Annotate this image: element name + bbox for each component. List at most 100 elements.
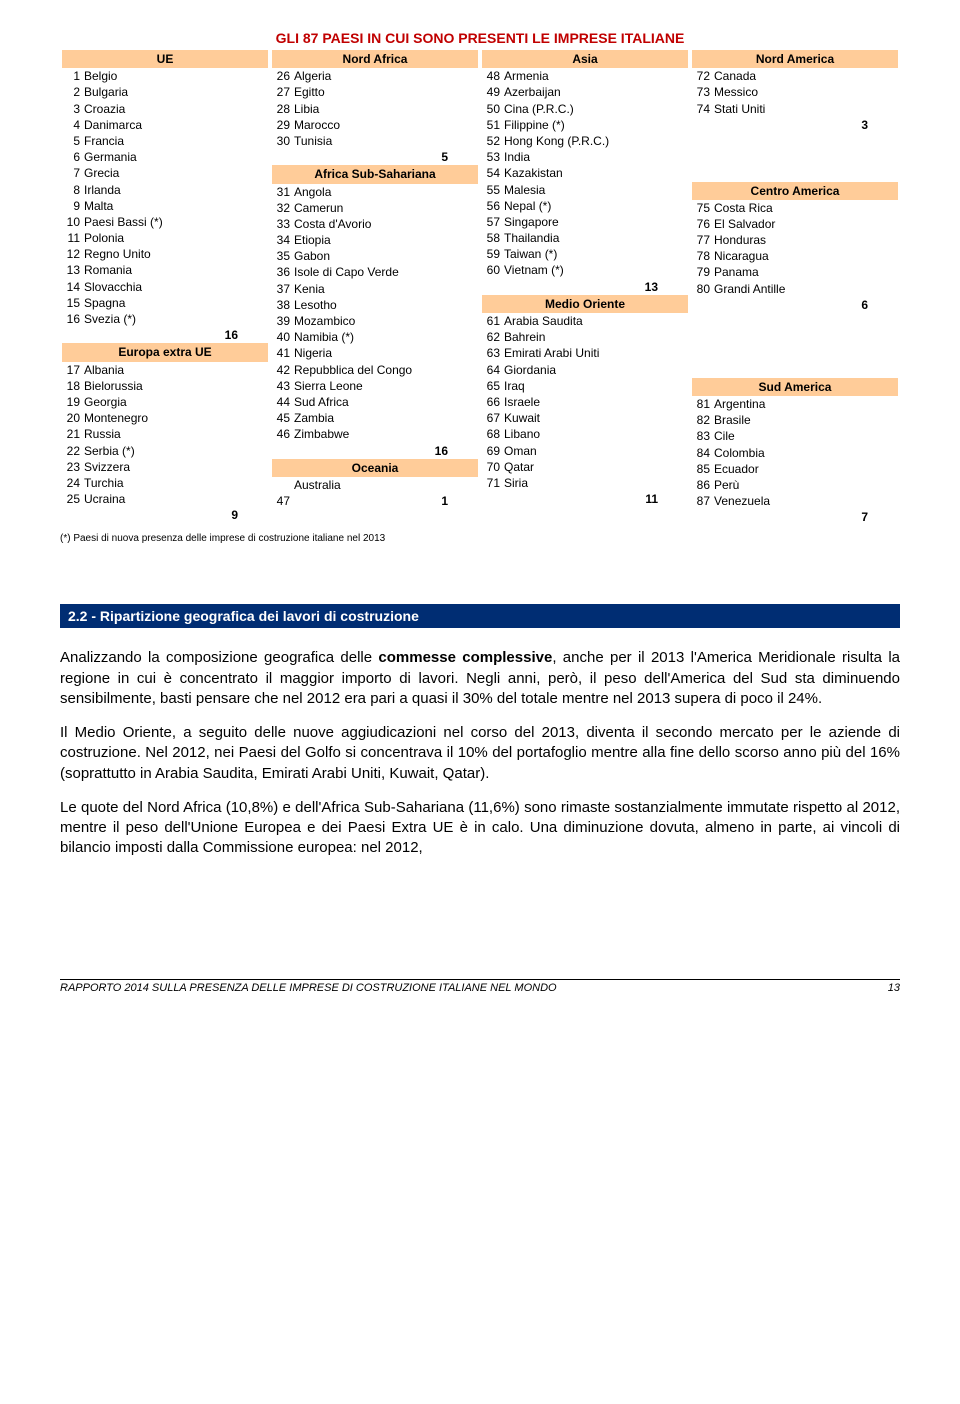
country-row: 27Egitto: [272, 84, 478, 100]
country-row: 49Azerbaijan: [482, 84, 688, 100]
country-row: 50Cina (P.R.C.): [482, 101, 688, 117]
country-row: 12Regno Unito: [62, 246, 268, 262]
country-row: 61Arabia Saudita: [482, 313, 688, 329]
country-row: 7Grecia: [62, 165, 268, 181]
country-row: 1Belgio: [62, 68, 268, 84]
country-row: 58Thailandia: [482, 230, 688, 246]
country-row: 65Iraq: [482, 378, 688, 394]
country-row: 79Panama: [692, 264, 898, 280]
country-row: 82Brasile: [692, 412, 898, 428]
country-row: 78Nicaragua: [692, 248, 898, 264]
region-count: 13: [482, 279, 688, 295]
region-header: Europa extra UE: [62, 343, 268, 361]
country-row: 64Giordania: [482, 362, 688, 378]
footer-left: RAPPORTO 2014 SULLA PRESENZA DELLE IMPRE…: [60, 982, 557, 994]
country-row: 63Emirati Arabi Uniti: [482, 345, 688, 361]
region-header: Africa Sub-Sahariana: [272, 165, 478, 183]
country-row: Australia: [272, 477, 478, 493]
country-row: 59Taiwan (*): [482, 246, 688, 262]
country-row: 62Bahrein: [482, 329, 688, 345]
region-count: 7: [692, 509, 898, 525]
country-row: 51Filippine (*): [482, 117, 688, 133]
region-count: 3: [692, 117, 898, 133]
country-row: 9Malta: [62, 198, 268, 214]
country-row: 5Francia: [62, 133, 268, 149]
region-count: 6: [692, 297, 898, 313]
country-row: 54Kazakistan: [482, 165, 688, 181]
country-row: 3Croazia: [62, 101, 268, 117]
table-footnote: (*) Paesi di nuova presenza delle impres…: [60, 533, 900, 544]
country-row: 77Honduras: [692, 232, 898, 248]
country-row: 60Vietnam (*): [482, 262, 688, 278]
country-row: 16Svezia (*): [62, 311, 268, 327]
country-row: 84Colombia: [692, 445, 898, 461]
region-header: UE: [62, 50, 268, 68]
region-header: Asia: [482, 50, 688, 68]
page-footer: RAPPORTO 2014 SULLA PRESENZA DELLE IMPRE…: [60, 979, 900, 994]
body-paragraph: Le quote del Nord Africa (10,8%) e dell'…: [60, 798, 900, 859]
region-header: Sud America: [692, 378, 898, 396]
country-row: 46Zimbabwe: [272, 426, 478, 442]
country-row: 68Libano: [482, 426, 688, 442]
country-row: 85Ecuador: [692, 461, 898, 477]
country-row: 53India: [482, 149, 688, 165]
region-count: 16: [62, 327, 268, 343]
country-row: 33Costa d'Avorio: [272, 216, 478, 232]
country-row: 8Irlanda: [62, 182, 268, 198]
country-row: 57Singapore: [482, 214, 688, 230]
country-row: 52Hong Kong (P.R.C.): [482, 133, 688, 149]
country-row: 83Cile: [692, 428, 898, 444]
country-row: 71Siria: [482, 475, 688, 491]
country-row: 39Mozambico: [272, 313, 478, 329]
section-header: 2.2 - Ripartizione geografica dei lavori…: [60, 604, 900, 628]
country-row: 10Paesi Bassi (*): [62, 214, 268, 230]
region-count: 5: [272, 149, 478, 165]
country-row: 38Lesotho: [272, 297, 478, 313]
country-row: 29Marocco: [272, 117, 478, 133]
country-row: 13Romania: [62, 262, 268, 278]
country-row: 66Israele: [482, 394, 688, 410]
country-row: 30Tunisia: [272, 133, 478, 149]
country-row: 22Serbia (*): [62, 443, 268, 459]
country-row: 32Camerun: [272, 200, 478, 216]
country-row: 20Montenegro: [62, 410, 268, 426]
country-row: 43Sierra Leone: [272, 378, 478, 394]
country-row: 36Isole di Capo Verde: [272, 264, 478, 280]
region-header: Nord Africa: [272, 50, 478, 68]
country-row: 19Georgia: [62, 394, 268, 410]
region-count: 9: [62, 507, 268, 523]
body-paragraph: Analizzando la composizione geografica d…: [60, 648, 900, 709]
country-row: 15Spagna: [62, 295, 268, 311]
country-row: 75Costa Rica: [692, 200, 898, 216]
country-row: 25Ucraina: [62, 491, 268, 507]
country-row: 17Albania: [62, 362, 268, 378]
country-row: 67Kuwait: [482, 410, 688, 426]
country-row: 56Nepal (*): [482, 198, 688, 214]
country-row: 26Algeria: [272, 68, 478, 84]
country-row: 31Angola: [272, 184, 478, 200]
body-text: Analizzando la composizione geografica d…: [60, 648, 900, 858]
country-row: 23Svizzera: [62, 459, 268, 475]
body-paragraph: Il Medio Oriente, a seguito delle nuove …: [60, 723, 900, 784]
country-row: 80Grandi Antille: [692, 281, 898, 297]
region-header: Oceania: [272, 459, 478, 477]
region-count: 16: [272, 443, 478, 459]
table-title: GLI 87 PAESI IN CUI SONO PRESENTI LE IMP…: [60, 30, 900, 46]
country-row: 76El Salvador: [692, 216, 898, 232]
country-row: 44Sud Africa: [272, 394, 478, 410]
country-row: 11Polonia: [62, 230, 268, 246]
country-row: 45Zambia: [272, 410, 478, 426]
region-header: Medio Oriente: [482, 295, 688, 313]
country-row: 2Bulgaria: [62, 84, 268, 100]
region-header: Nord America: [692, 50, 898, 68]
country-row: 69Oman: [482, 443, 688, 459]
country-row: 18Bielorussia: [62, 378, 268, 394]
country-row: 37Kenia: [272, 281, 478, 297]
country-row: 21Russia: [62, 426, 268, 442]
country-row: 14Slovacchia: [62, 279, 268, 295]
country-row: 40Namibia (*): [272, 329, 478, 345]
country-row: 81Argentina: [692, 396, 898, 412]
country-row: 55Malesia: [482, 182, 688, 198]
country-row: 87Venezuela: [692, 493, 898, 509]
country-row: 70Qatar: [482, 459, 688, 475]
